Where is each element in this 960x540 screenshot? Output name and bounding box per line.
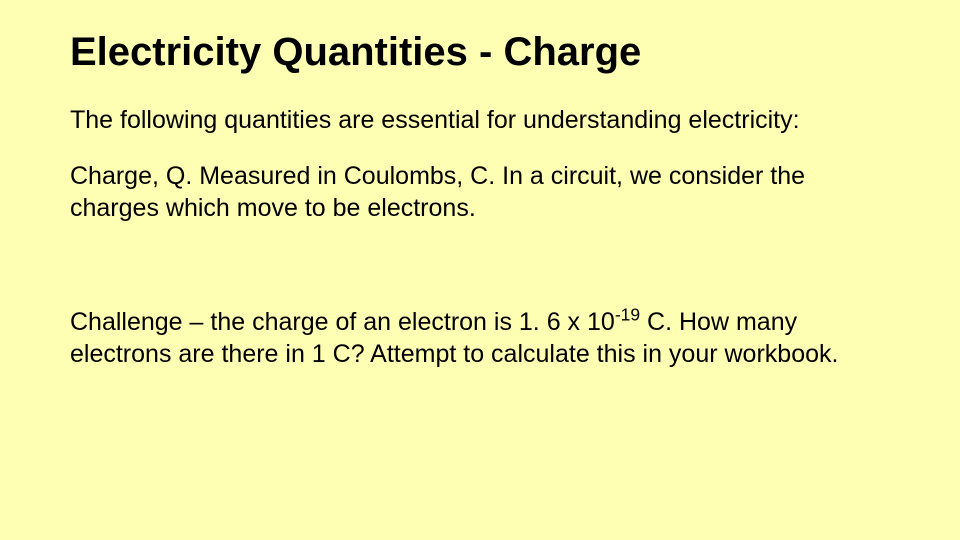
intro-paragraph: The following quantities are essential f…: [70, 104, 890, 136]
charge-definition-paragraph: Charge, Q. Measured in Coulombs, C. In a…: [70, 160, 890, 224]
challenge-text-pre: Challenge – the charge of an electron is…: [70, 308, 615, 336]
challenge-paragraph: Challenge – the charge of an electron is…: [70, 306, 890, 370]
spacer: [70, 248, 890, 306]
slide-title: Electricity Quantities - Charge: [70, 28, 890, 76]
challenge-exponent: -19: [615, 305, 640, 325]
